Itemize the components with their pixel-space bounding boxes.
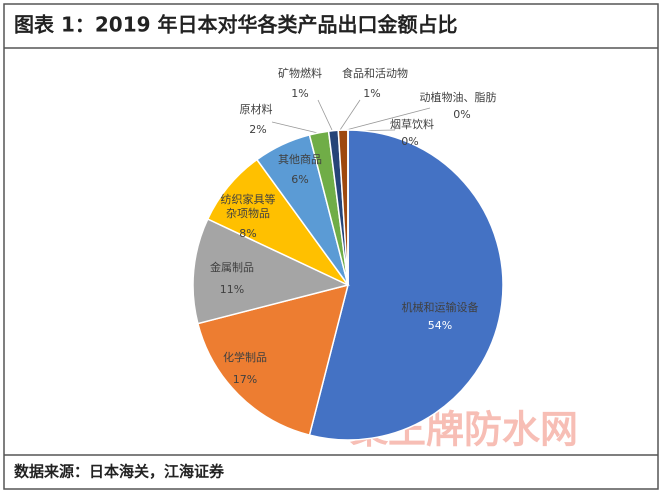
chart-title: 图表 1：2019 年日本对华各类产品出口金额占比 [14,13,458,37]
pie-slice [192,218,351,325]
value-label: 2% [249,123,267,136]
source: 数据来源：日本海关，江海证券 [14,463,225,481]
value-label: 1% [291,87,309,100]
slice-label: 其他商品 [278,153,322,166]
slice-label: 动植物油、脂肪 [419,91,497,104]
value-label: 17% [232,373,258,386]
slice-label: 食品和活动物 [342,67,408,80]
pie-slice [196,283,350,437]
value-label: 0% [401,135,419,148]
value-label: 8% [239,227,257,240]
pie-slice [308,129,504,441]
slice-label: 矿物燃料 [278,67,322,80]
slice-label: 纺织家具等杂项物品 [220,193,276,220]
slice-label: 烟草饮料 [390,118,434,131]
value-label: 6% [291,173,309,186]
value-label: 54% [427,319,453,332]
slice-label: 机械和运输设备 [401,301,479,314]
slice-label: 原材料 [239,103,273,116]
slice-label: 金属制品 [210,261,254,274]
frame [3,3,659,490]
value-label: 11% [219,283,245,296]
value-label: 1% [363,87,381,100]
slice-label: 化学制品 [223,351,267,364]
value-label: 0% [453,108,471,121]
